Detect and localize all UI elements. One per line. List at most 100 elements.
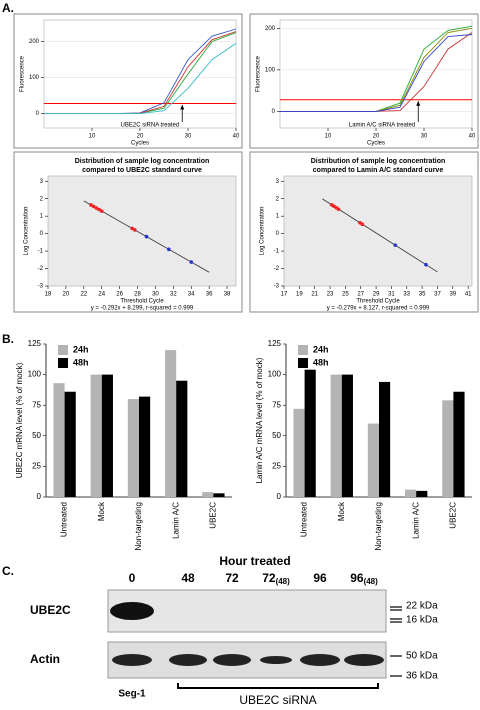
- x-tick-label: 20: [63, 292, 70, 298]
- x-tick-label: 10: [89, 134, 96, 140]
- bar: [341, 374, 353, 497]
- band: [300, 654, 340, 666]
- y-axis-label: Lamin A/C mRNA level (% of mock): [255, 357, 264, 483]
- y-tick-label: 100: [29, 75, 40, 81]
- panel-label: A.: [2, 1, 14, 15]
- actin-bands: [112, 654, 384, 666]
- y-tick-label: 125: [268, 339, 282, 348]
- annotation: UBE2C siRNA treated: [121, 123, 180, 129]
- x-tick-label: Lamin A/C: [411, 502, 420, 539]
- x-tick-label: UBE2C: [209, 502, 218, 529]
- y-tick-label: 3: [276, 179, 280, 185]
- x-tick-label: 27: [357, 292, 364, 298]
- point: [133, 228, 137, 232]
- lane-label: 72: [225, 571, 239, 585]
- bar: [293, 408, 305, 497]
- y-axis-label: UBE2C mRNA level (% of mock): [15, 362, 24, 478]
- y-tick-label: 75: [272, 400, 281, 409]
- x-tick-label: 38: [224, 292, 231, 298]
- lane-number: 0: [129, 571, 136, 585]
- y-tick-label: -3: [274, 284, 280, 290]
- plot-area: [283, 175, 473, 287]
- x-tick-label: 21: [311, 292, 318, 298]
- y-tick-label: -3: [38, 284, 44, 290]
- bar: [139, 396, 151, 497]
- point: [144, 234, 149, 239]
- marker-ticks: [177, 606, 402, 689]
- chart-title: compared to Lamin A/C standard curve: [313, 167, 444, 174]
- x-tick-label: 19: [296, 292, 303, 298]
- marker-label: 36 kDa: [406, 671, 438, 682]
- x-tick-label: Mock: [97, 501, 106, 521]
- point: [94, 206, 99, 210]
- x-tick-label: 24: [98, 292, 105, 298]
- blot-panel: [107, 589, 387, 633]
- y-tick-label: 25: [272, 462, 281, 471]
- point: [189, 260, 194, 264]
- x-tick-label: 39: [449, 292, 456, 298]
- legend-label: 48h: [313, 357, 329, 367]
- y-tick-label: 0: [37, 492, 42, 501]
- band: [260, 656, 292, 664]
- x-tick-label: 18: [45, 292, 52, 298]
- point: [424, 262, 428, 267]
- legend-label: 24h: [313, 344, 329, 354]
- x-tick-label: 31: [388, 292, 395, 298]
- bar: [165, 350, 177, 497]
- x-tick-label: 34: [188, 292, 195, 298]
- point: [130, 226, 134, 231]
- band: [169, 654, 207, 666]
- y-axis-label: Log Concentration: [260, 206, 266, 255]
- plot-area: [279, 19, 473, 129]
- lane-label: 96: [313, 571, 327, 585]
- x-axis-label: Threshold Cycle: [356, 299, 400, 305]
- y-tick-label: 200: [29, 39, 40, 45]
- bar: [127, 399, 139, 497]
- x-tick-label: 17: [281, 292, 288, 298]
- marker-label: 16 kDa: [406, 615, 438, 626]
- point: [91, 204, 96, 209]
- lane-label: 72(48): [262, 571, 290, 586]
- x-axis-label: Cycles: [131, 141, 149, 147]
- y-axis-label: Log Concentration: [24, 206, 30, 255]
- y-tick-label: 3: [40, 179, 44, 185]
- marker-label: 22 kDa: [406, 601, 438, 612]
- band: [213, 654, 251, 666]
- y-tick-label: 75: [32, 400, 41, 409]
- bar: [90, 374, 102, 497]
- x-tick-label: Mock: [337, 501, 346, 521]
- panel-label: B.: [2, 332, 14, 346]
- point: [97, 207, 101, 212]
- amplification-curve: [280, 34, 473, 112]
- y-tick-label: 50: [272, 431, 281, 440]
- equation: y = -0.279x + 8.127, r-squared = 0.999: [327, 306, 430, 312]
- x-tick-label: 30: [421, 134, 428, 140]
- y-tick-label: 100: [265, 67, 276, 73]
- x-tick-label: 32: [170, 292, 177, 298]
- bar: [304, 369, 316, 497]
- y-tick-label: -1: [274, 249, 280, 255]
- y-tick-label: 0: [277, 492, 282, 501]
- y-tick-label: 100: [268, 370, 282, 379]
- x-tick-label: UBE2C: [449, 502, 458, 529]
- plot-area: [43, 19, 237, 129]
- band: [110, 602, 154, 620]
- x-tick-label: 41: [465, 292, 472, 298]
- legend-label: 24h: [73, 344, 89, 354]
- y-tick-label: 1: [276, 214, 280, 220]
- x-tick-label: 29: [373, 292, 380, 298]
- y-tick-label: 2: [276, 196, 280, 202]
- y-tick-label: 1: [40, 214, 44, 220]
- x-tick-label: Non-targeting: [374, 502, 383, 550]
- x-tick-label: 20: [373, 134, 380, 140]
- lane-number: 48: [181, 571, 195, 585]
- chart-title: compared to UBE2C standard curve: [82, 167, 202, 174]
- lane-number: 72: [225, 571, 239, 585]
- annotation: Lamin A/C siRNA treated: [349, 123, 415, 129]
- bar: [379, 381, 391, 497]
- point: [360, 222, 365, 227]
- arrow-head: [180, 104, 185, 110]
- bar: [405, 489, 417, 497]
- x-tick-label: Untreated: [60, 502, 69, 537]
